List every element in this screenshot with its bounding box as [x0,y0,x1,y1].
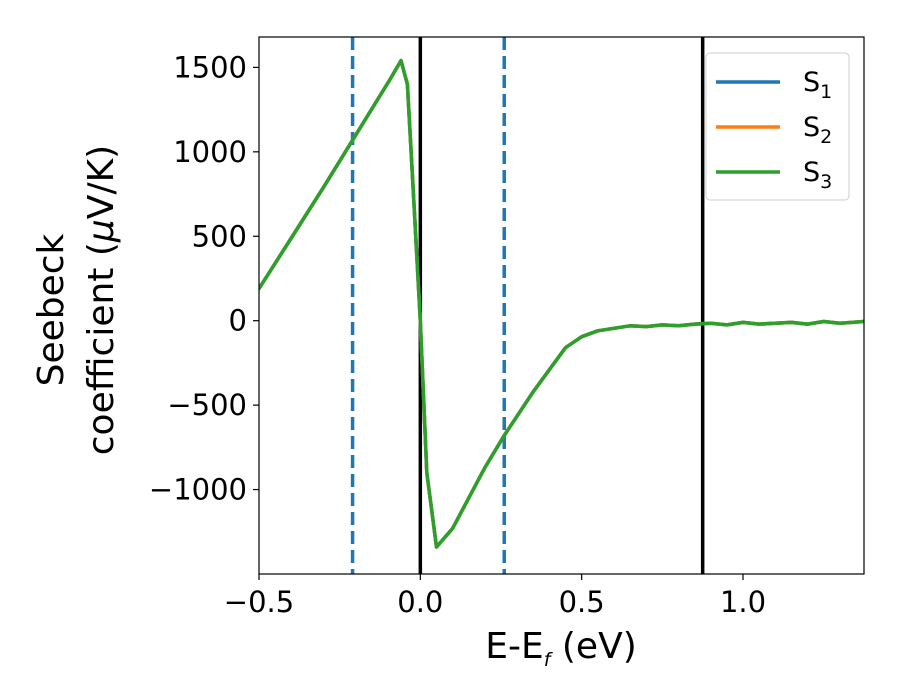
series-line-3 [259,58,864,549]
y-axis-label-line2: coefficient (μV/K) [81,145,122,455]
x-tick-label: 1.0 [720,585,766,619]
y-tick-label: 0 [229,304,247,338]
legend-label-2: S2 [803,112,832,148]
x-tick-label: −0.5 [224,585,294,619]
legend-label-1: S1 [803,67,832,103]
y-tick-label: −1000 [149,473,247,507]
y-tick-label: 1000 [173,135,247,169]
x-tick-label: 0.0 [397,585,443,619]
legend: S1 S2 S3 [705,52,850,201]
y-tick-label: −500 [167,388,247,422]
y-axis-label-line1: Seebeck [31,233,72,386]
x-tick-label: 0.5 [559,585,605,619]
x-axis-label: E-Ef (eV) [485,626,637,671]
plot-frame [258,36,865,575]
y-tick-label: 1500 [173,50,247,84]
y-tick-label: 500 [192,219,247,253]
legend-label-3: S3 [803,157,832,193]
